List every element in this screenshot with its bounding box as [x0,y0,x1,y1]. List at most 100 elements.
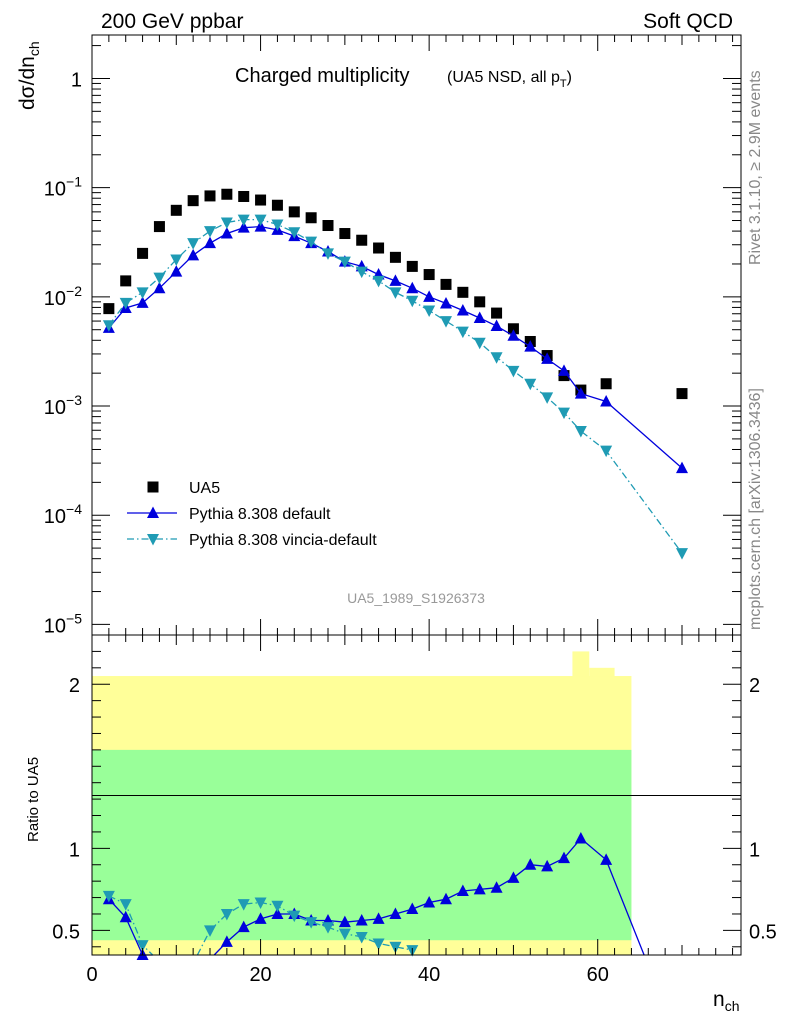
ratio-point [338,915,351,928]
legend-marker [147,506,159,518]
uncertainty-band-green [92,749,632,941]
x-tick-label: 20 [249,964,271,986]
data-point [153,221,165,233]
ratio-point [456,884,469,896]
y-tick-label-base: 10 [44,506,66,528]
data-point [389,274,402,286]
main-subtitle-end: ) [567,69,572,86]
series-2 [102,214,688,560]
x-axis-label: nch [713,988,739,1014]
legend-label: UA5 [189,480,220,497]
ratio-point [220,908,233,921]
data-point [355,266,368,279]
data-point [423,290,436,302]
y-tick-label-base: 10 [44,397,66,419]
analysis-id: UA5_1989_S1926373 [347,590,485,606]
data-point [406,260,418,272]
y-tick-label-exp: −4 [66,501,82,517]
data-point [423,269,435,281]
ratio-point [372,938,385,951]
data-point [288,206,300,218]
data-point [600,378,612,390]
data-point [456,326,469,339]
ratio-point [338,928,351,941]
data-point [153,281,166,294]
data-point [120,275,132,287]
ratio-point [102,890,115,903]
data-point [423,305,436,317]
main-title: Charged multiplicity [235,65,410,87]
ratio-point [237,899,250,911]
ratio-point [406,902,419,915]
data-point [170,204,182,216]
data-point [170,254,183,266]
y-tick-label-exp: −1 [66,174,82,190]
data-point [600,395,613,407]
data-point [406,281,419,294]
y-tick-label: 10−3 [44,392,82,419]
data-point [271,199,283,211]
data-point [339,228,351,240]
data-point [491,307,503,319]
ratio-point [305,917,318,929]
legend-marker [147,534,159,546]
ratio-point [254,897,267,909]
data-point [524,378,537,391]
ratio-point [558,851,570,864]
data-point [676,461,688,474]
legend-label: Pythia 8.308 vincia-default [189,532,377,549]
data-point [440,296,452,309]
data-point [170,265,183,277]
data-point [119,297,132,310]
data-point [271,219,284,231]
x-tick-label: 0 [86,964,97,986]
data-point [490,319,503,332]
data-point [220,217,233,229]
y-tick-label: 10−5 [44,610,82,637]
ratio-plot-frame [91,634,742,956]
y-tick-label-exp: −3 [66,392,82,408]
x-axis-label-text: n [713,988,725,1011]
data-point [204,226,216,238]
rivet-version-label: Rivet 3.1.10, ≥ 2.9M events [747,70,764,265]
ratio-point [237,920,250,933]
header-left-label: 200 GeV ppbar [101,10,243,33]
ratio-panel: 0.5 0.51 12 20 20 40 60 Ratio to UA5 nch [25,634,777,1014]
ratio-point [372,912,385,924]
ratio-point [288,910,301,923]
data-point [676,388,688,400]
ratio-point [322,922,334,934]
ratio-point [507,871,520,883]
data-point [187,248,200,261]
data-point [255,194,267,206]
main-subtitle-sub: T [560,78,567,90]
ratio-point [389,907,402,919]
ratio-point [473,882,486,895]
ratio-y-tick-label-right: 2 [749,675,760,697]
y-tick-label: 1 [71,69,82,91]
data-point [204,190,216,202]
data-point [238,190,250,202]
ratio-point [136,940,149,952]
ratio-point [119,910,132,923]
x-axis-label-sub: ch [725,998,740,1014]
data-point [237,221,250,233]
data-point [220,227,233,239]
data-point [288,227,301,239]
ratio-point [119,899,132,911]
data-point [305,212,317,224]
y-tick-label-base: 10 [44,288,66,310]
ratio-point [254,912,267,924]
data-point [456,303,469,316]
ratio-y-tick-label-right: 0.5 [749,921,777,943]
data-point [254,214,267,227]
data-point [322,220,334,232]
data-point [305,236,318,249]
data-point [136,296,149,308]
ratio-point [600,853,613,865]
data-point [322,248,334,260]
y-tick-label-base: 10 [44,615,66,637]
series-line-2 [108,218,683,554]
y-tick-label-exp: −2 [66,283,82,299]
y-tick-label: 10−1 [44,174,82,201]
